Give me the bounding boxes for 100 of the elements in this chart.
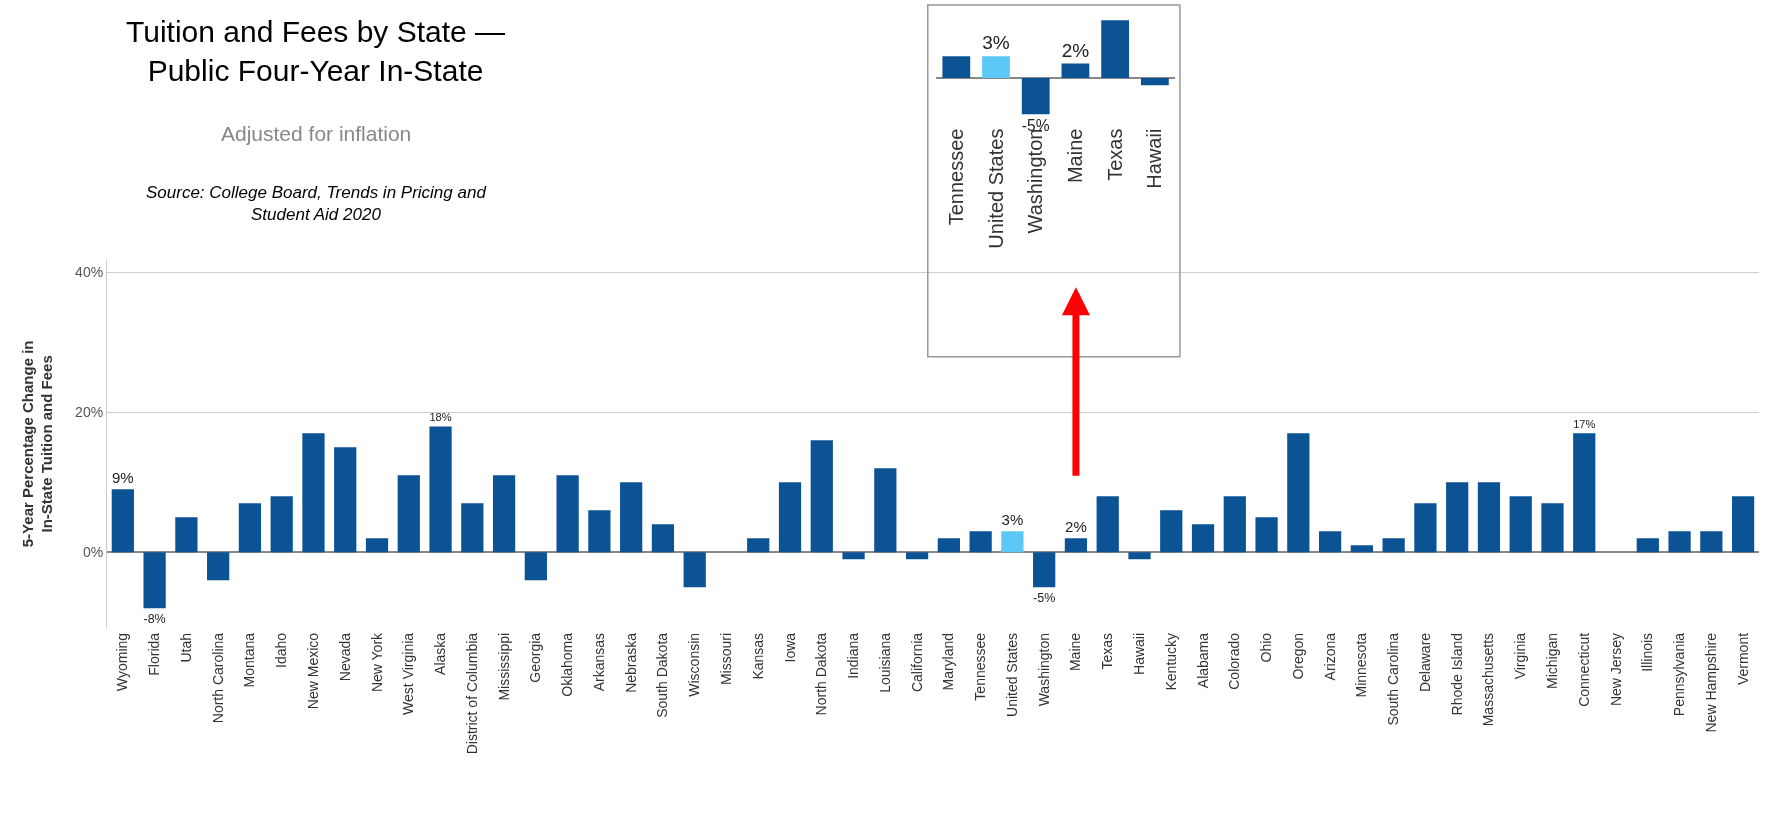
x-tick-label: Minnesota	[1353, 632, 1370, 698]
x-tick-label: Connecticut	[1575, 632, 1592, 707]
bar	[270, 496, 293, 553]
x-tick-label: Kentucky	[1162, 632, 1179, 691]
x-tick-label: Kansas	[749, 632, 766, 680]
x-tick-label: Alaska	[432, 632, 449, 675]
x-tick-label: South Dakota	[654, 632, 671, 718]
bar	[175, 517, 198, 553]
data-label: 2%	[1061, 39, 1090, 61]
bar	[111, 489, 134, 553]
y-tick-label: 20%	[75, 404, 104, 421]
x-tick-label: Virginia	[1512, 632, 1529, 680]
bar	[365, 538, 389, 553]
y-axis-title: 5-Year Percentage Change in In-State Tuition and Fees	[18, 340, 56, 548]
x-tick-label: South Carolina	[1385, 632, 1402, 726]
bar	[1318, 531, 1342, 553]
bar	[238, 503, 262, 553]
x-tick-label: Maine	[1067, 632, 1084, 672]
chart-title: Tuition and Fees by State — Public Four-Year In-State	[126, 15, 506, 87]
bar	[620, 482, 643, 553]
x-tick-label: Iowa	[781, 632, 798, 663]
bar	[1446, 482, 1469, 553]
bar	[1021, 78, 1050, 115]
chart-subtitle: Adjusted for inflation	[221, 122, 412, 145]
source-note: Source: College Board, Trends in Pricing and Student Aid 2020	[146, 183, 487, 225]
x-tick-label: Oklahoma	[559, 632, 576, 697]
data-label: 2%	[1065, 518, 1087, 536]
x-tick-label: Texas	[1103, 128, 1126, 181]
x-tick-label: Arizona	[1321, 632, 1338, 681]
x-tick-label: Michigan	[1544, 632, 1561, 689]
bar	[937, 538, 960, 553]
x-tick-label: Alabama	[1194, 632, 1211, 689]
x-tick-label: Louisiana	[876, 632, 893, 693]
bar	[1414, 503, 1437, 553]
bar	[982, 56, 1010, 79]
x-tick-label: Massachusetts	[1480, 632, 1497, 727]
x-tick-label: Maine	[1063, 128, 1086, 184]
x-tick-label: Maryland	[940, 632, 957, 691]
bar	[556, 475, 579, 553]
bar	[1700, 531, 1723, 553]
bar	[1732, 496, 1755, 553]
bar	[1541, 503, 1564, 553]
x-tick-label: Arkansas	[590, 632, 607, 692]
bar	[1223, 496, 1246, 553]
x-tick-label: New Hampshire	[1702, 632, 1719, 733]
bar	[747, 538, 770, 553]
x-tick-label: California	[908, 632, 925, 693]
bar	[1477, 482, 1501, 553]
bar	[778, 482, 802, 553]
bar	[905, 552, 929, 560]
bar	[143, 552, 166, 609]
bar	[1636, 538, 1659, 553]
bar	[1255, 517, 1278, 553]
bar	[1573, 433, 1596, 553]
data-label: 18%	[429, 411, 452, 424]
x-tick-label: Colorado	[1226, 632, 1243, 690]
x-tick-label: United States	[984, 128, 1007, 249]
bar	[1668, 531, 1691, 553]
data-label: 17%	[1573, 418, 1596, 431]
bar	[1033, 552, 1056, 588]
bar	[1101, 20, 1130, 79]
x-tick-label: Illinois	[1639, 632, 1656, 672]
x-tick-label: New York	[368, 631, 385, 693]
x-tick-label: Utah	[177, 632, 194, 663]
x-tick-label: Tennessee	[972, 632, 989, 701]
bar	[1061, 63, 1090, 79]
bar	[524, 552, 547, 581]
x-tick-label: Missouri	[718, 632, 735, 686]
x-tick-label: Wisconsin	[686, 632, 703, 697]
data-label: 9%	[111, 469, 134, 487]
x-tick-label: Wyoming	[114, 632, 131, 692]
x-tick-label: United States	[1003, 632, 1020, 717]
x-tick-label: Indiana	[845, 632, 862, 679]
x-tick-label: Nebraska	[622, 632, 639, 693]
bar	[683, 552, 706, 588]
bar	[1509, 496, 1532, 553]
bar	[492, 475, 516, 553]
y-tick-label: 40%	[75, 264, 104, 281]
bar	[207, 552, 230, 581]
x-tick-label: Vermont	[1734, 632, 1751, 686]
y-tick-label: 0%	[82, 544, 104, 561]
x-tick-label: Mississippi	[495, 632, 512, 701]
data-label: 3%	[1001, 511, 1024, 529]
bar	[1191, 524, 1215, 553]
bar	[302, 433, 325, 553]
x-tick-label: New Mexico	[305, 632, 322, 710]
x-tick-label: North Carolina	[209, 632, 226, 724]
x-tick-label: Rhode Island	[1448, 632, 1465, 716]
data-label: 3%	[982, 32, 1010, 54]
bar	[1160, 510, 1183, 553]
bar	[874, 468, 897, 553]
x-tick-label: Nevada	[336, 632, 353, 682]
bar	[397, 475, 420, 553]
x-tick-label: Washington	[1035, 632, 1052, 707]
x-tick-label: Montana	[241, 632, 258, 688]
x-tick-label: North Dakota	[813, 632, 830, 716]
x-tick-label: Hawaii	[1131, 632, 1148, 675]
bar	[1001, 531, 1024, 553]
bar	[461, 503, 484, 553]
bar	[969, 531, 992, 553]
